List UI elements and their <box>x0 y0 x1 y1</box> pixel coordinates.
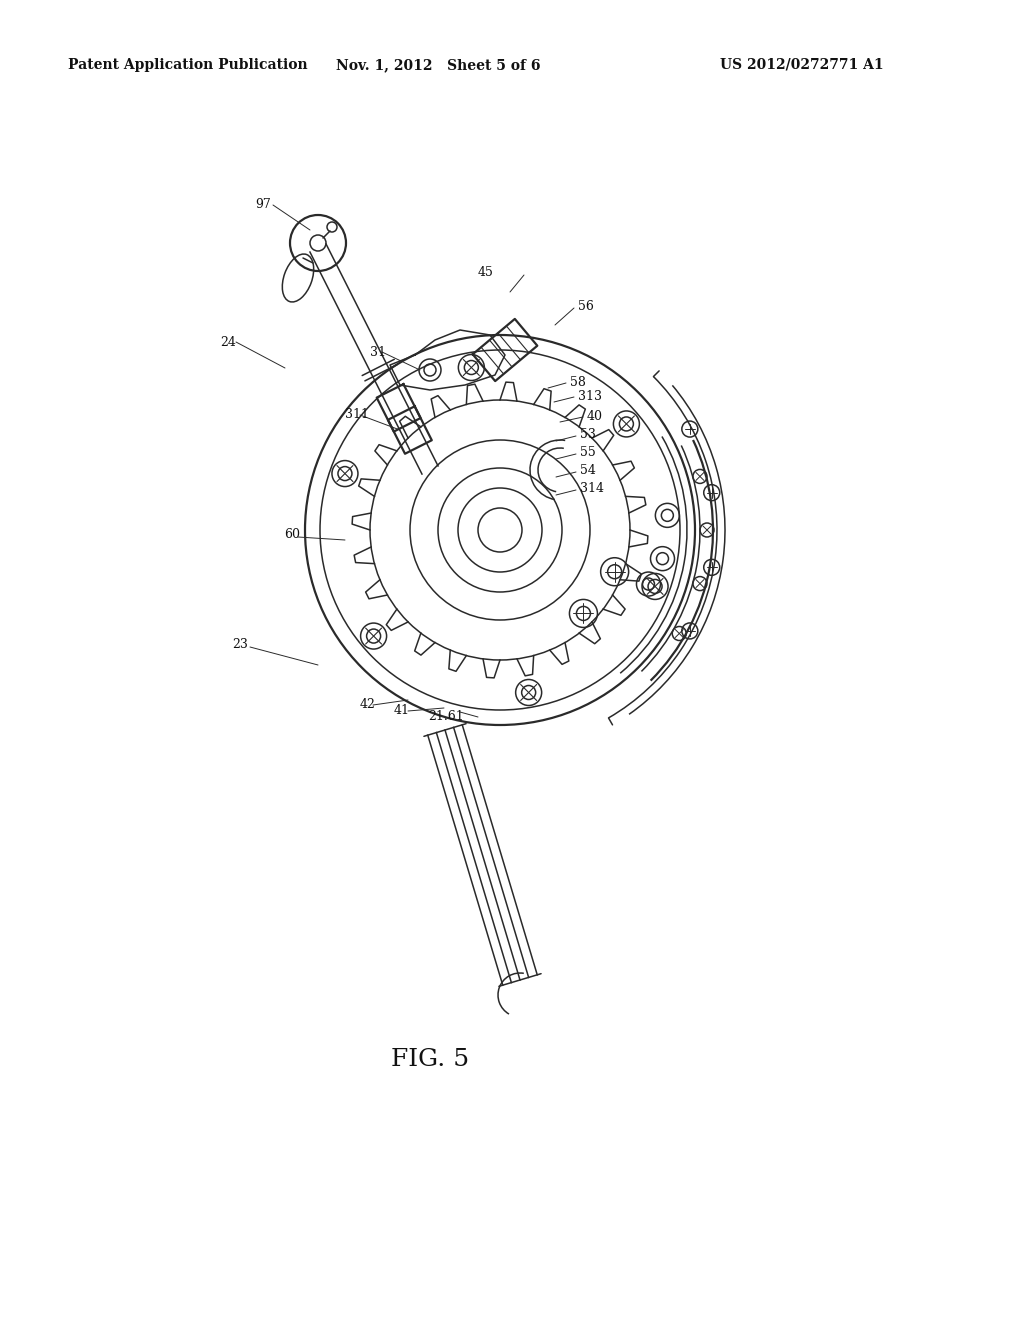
Text: 60: 60 <box>284 528 300 541</box>
Text: 45: 45 <box>478 265 494 279</box>
Text: 97: 97 <box>255 198 270 211</box>
Text: 313: 313 <box>578 389 602 403</box>
Text: 56: 56 <box>578 300 594 313</box>
Text: 24: 24 <box>220 335 236 348</box>
Text: Patent Application Publication: Patent Application Publication <box>68 58 307 73</box>
Text: 55: 55 <box>580 446 596 459</box>
Text: 58: 58 <box>570 375 586 388</box>
Text: 31: 31 <box>370 346 386 359</box>
Text: US 2012/0272771 A1: US 2012/0272771 A1 <box>720 58 884 73</box>
Text: 21.61: 21.61 <box>428 710 464 722</box>
Text: 53: 53 <box>580 429 596 441</box>
Text: 42: 42 <box>360 697 376 710</box>
Text: 40: 40 <box>587 409 603 422</box>
Text: 54: 54 <box>580 465 596 478</box>
Text: 23: 23 <box>232 639 248 652</box>
Text: FIG. 5: FIG. 5 <box>391 1048 469 1072</box>
Text: 311: 311 <box>345 408 369 421</box>
Text: 41: 41 <box>394 704 410 717</box>
Text: 314: 314 <box>580 483 604 495</box>
Text: Nov. 1, 2012   Sheet 5 of 6: Nov. 1, 2012 Sheet 5 of 6 <box>336 58 541 73</box>
